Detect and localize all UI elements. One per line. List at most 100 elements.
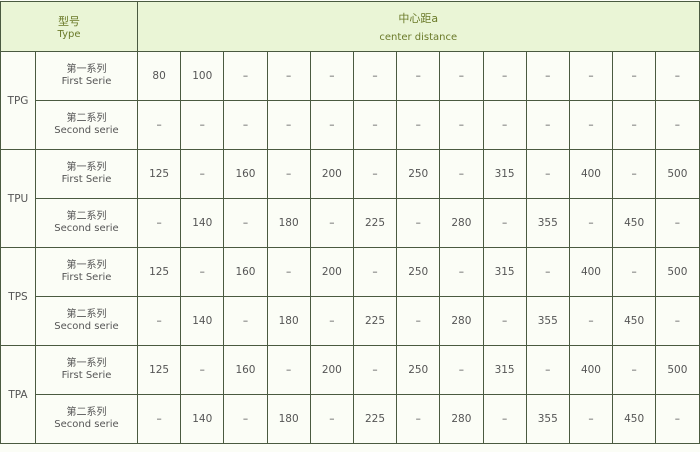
series-label-zh: 第一系列 bbox=[66, 162, 107, 173]
distance-cell: – bbox=[396, 100, 441, 150]
table-row: 第二系列 Second serie – – – – – – – – – – – – – bbox=[1, 100, 700, 150]
distance-cell: – bbox=[223, 51, 268, 101]
distance-cell: 250 bbox=[396, 247, 441, 297]
series-label: 第一系列 First Serie bbox=[35, 149, 138, 199]
table-row: 第二系列 Second serie –140–180–225–280–355–45… bbox=[1, 198, 700, 248]
distance-cell: 450 bbox=[612, 198, 657, 248]
distance-cell: 250 bbox=[396, 149, 441, 199]
distance-cell: 500 bbox=[655, 149, 700, 199]
distance-cell: – bbox=[612, 345, 657, 395]
distance-cell: 180 bbox=[266, 394, 311, 444]
series-label-en: Second serie bbox=[54, 125, 119, 136]
series-label-zh: 第二系列 bbox=[66, 407, 107, 418]
distance-cell: 180 bbox=[266, 198, 311, 248]
distance-cell: 400 bbox=[568, 149, 614, 199]
distance-cell: – bbox=[223, 394, 268, 444]
distance-cell: – bbox=[396, 51, 441, 101]
distance-cell: – bbox=[136, 198, 182, 248]
distance-cell: – bbox=[612, 247, 657, 297]
series-label-zh: 第一系列 bbox=[66, 358, 107, 369]
distance-cell: 500 bbox=[655, 345, 700, 395]
distance-cell: 200 bbox=[309, 247, 354, 297]
distance-cell: – bbox=[309, 198, 354, 248]
type-label: TPG bbox=[0, 51, 36, 150]
distance-cell: – bbox=[136, 296, 182, 346]
distance-cell: 225 bbox=[352, 198, 398, 248]
distance-cell: – bbox=[525, 100, 570, 150]
series-label: 第一系列 First Serie bbox=[35, 345, 138, 395]
distance-cell: 450 bbox=[612, 394, 657, 444]
distance-cell: 125 bbox=[136, 345, 182, 395]
distance-cell: – bbox=[180, 247, 225, 297]
distance-cell: – bbox=[309, 394, 354, 444]
series-label-en: First Serie bbox=[61, 370, 112, 381]
distance-cell: 500 bbox=[655, 247, 700, 297]
series-label-zh: 第二系列 bbox=[66, 113, 107, 124]
distance-cell: – bbox=[266, 51, 311, 101]
distance-cell: – bbox=[482, 296, 527, 346]
type-header-zh: 型号 bbox=[58, 15, 80, 28]
series-label-en: Second serie bbox=[54, 419, 119, 430]
distance-cell: – bbox=[655, 198, 700, 248]
distance-cell: – bbox=[223, 296, 268, 346]
distance-cell: 280 bbox=[439, 198, 484, 248]
series-label-en: First Serie bbox=[61, 76, 112, 87]
distance-cell: – bbox=[396, 296, 441, 346]
distance-cell: 400 bbox=[568, 345, 614, 395]
distance-cell: – bbox=[352, 345, 398, 395]
table-row: 第二系列 Second serie –140–180–225–280–355–45… bbox=[1, 296, 700, 346]
distance-cell: – bbox=[655, 296, 700, 346]
distance-cell: – bbox=[352, 247, 398, 297]
distance-cell: 400 bbox=[568, 247, 614, 297]
table-row: TPA 第一系列 First Serie 125–160–200–250–315–… bbox=[0, 345, 700, 444]
series-label-zh: 第一系列 bbox=[66, 260, 107, 271]
distance-cell: 160 bbox=[223, 247, 268, 297]
distance-cell: – bbox=[266, 100, 311, 150]
type-header: 型号 Type bbox=[0, 1, 138, 52]
distance-cell: 225 bbox=[352, 296, 398, 346]
distance-cell: – bbox=[482, 51, 527, 101]
series-label-en: Second serie bbox=[54, 321, 119, 332]
distance-cell: 280 bbox=[439, 296, 484, 346]
distance-cell: 125 bbox=[136, 149, 182, 199]
distance-cell: – bbox=[439, 51, 484, 101]
distance-cell: 125 bbox=[136, 247, 182, 297]
distance-cell: – bbox=[136, 100, 182, 150]
distance-cell: 355 bbox=[525, 394, 570, 444]
distance-cell: – bbox=[223, 198, 268, 248]
center-distance-header: 中心距a center distance bbox=[137, 1, 700, 52]
distance-cell: – bbox=[352, 149, 398, 199]
distance-cell: – bbox=[223, 100, 268, 150]
distance-cell: – bbox=[439, 149, 484, 199]
distance-cell: 100 bbox=[180, 51, 225, 101]
distance-cell: – bbox=[180, 149, 225, 199]
distance-cell: – bbox=[655, 51, 700, 101]
distance-cell: 200 bbox=[309, 345, 354, 395]
table-row: TPU 第一系列 First Serie 125–160–200–250–315–… bbox=[0, 149, 700, 248]
distance-cell: – bbox=[180, 100, 225, 150]
distance-cell: – bbox=[568, 51, 614, 101]
distance-cell: – bbox=[309, 51, 354, 101]
distance-cell: – bbox=[655, 100, 700, 150]
distance-cell: – bbox=[482, 100, 527, 150]
series-label: 第二系列 Second serie bbox=[35, 198, 138, 248]
distance-cell: – bbox=[136, 394, 182, 444]
type-label: TPA bbox=[0, 345, 36, 444]
header-row: 型号 Type 中心距a center distance bbox=[0, 1, 700, 52]
distance-cell: 315 bbox=[482, 345, 527, 395]
distance-cell: 160 bbox=[223, 149, 268, 199]
distance-cell: 140 bbox=[180, 296, 225, 346]
distance-cell: 140 bbox=[180, 198, 225, 248]
series-label-en: Second serie bbox=[54, 223, 119, 234]
table-row: TPG 第一系列 First Serie 80 100– – – – – – – – – – – bbox=[0, 51, 700, 150]
series-label-en: First Serie bbox=[61, 174, 112, 185]
distance-cell: – bbox=[309, 100, 354, 150]
distance-cell: – bbox=[352, 100, 398, 150]
distance-cell: – bbox=[655, 394, 700, 444]
series-label: 第二系列 Second serie bbox=[35, 100, 138, 150]
distance-cell: 450 bbox=[612, 296, 657, 346]
distance-cell: 315 bbox=[482, 247, 527, 297]
distance-cell: – bbox=[352, 51, 398, 101]
type-label: TPS bbox=[0, 247, 36, 346]
distance-cell: 225 bbox=[352, 394, 398, 444]
